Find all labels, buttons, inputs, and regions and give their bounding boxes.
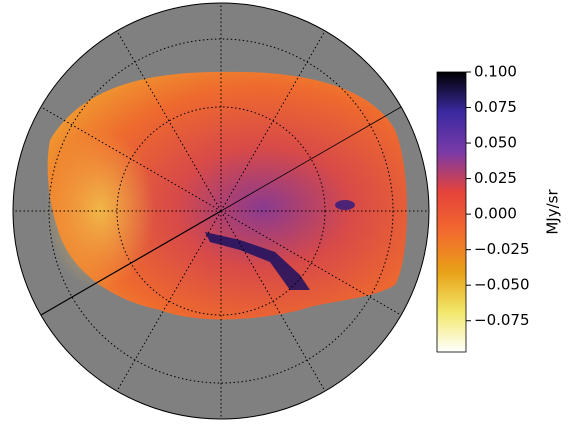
colorbar-tick-label: 0.075 [474, 98, 517, 116]
sky-map [13, 3, 429, 419]
colorbar-tick-label: 0.050 [474, 134, 517, 152]
chart: MJy/sr 0.100 0.075 0.050 0.025 0.000 −0.025 −0… [0, 0, 571, 421]
colorbar-tick-label: 0.025 [474, 169, 517, 187]
colorbar-tick-label: −0.050 [474, 276, 530, 294]
colorbar-tick-label: 0.000 [474, 205, 517, 223]
colorbar-tick-label: 0.100 [474, 63, 517, 81]
colorbar-tick-label: −0.025 [474, 240, 530, 258]
colorbar-label: MJy/sr [544, 189, 562, 235]
colorbar [437, 72, 466, 352]
colorbar-tick-label: −0.075 [474, 311, 530, 329]
